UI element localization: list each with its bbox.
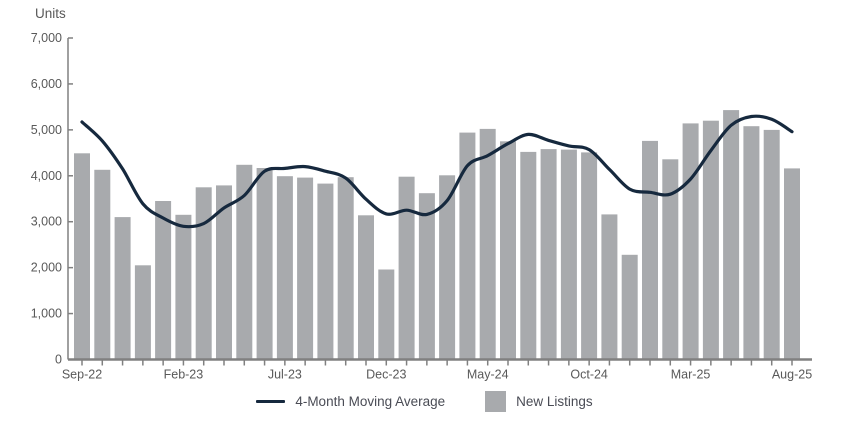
new-listings-bar xyxy=(540,149,557,360)
line-swatch xyxy=(256,399,286,404)
legend-label-moving-average: 4-Month Moving Average xyxy=(295,394,446,409)
new-listings-bar xyxy=(479,128,496,360)
new-listings-bar xyxy=(155,201,172,360)
new-listings-bar xyxy=(297,177,314,360)
new-listings-bar xyxy=(378,269,395,360)
legend-item-new-listings: New Listings xyxy=(485,391,593,412)
x-tick-label: Oct-24 xyxy=(570,368,608,382)
bar-swatch xyxy=(485,391,507,412)
new-listings-bar xyxy=(317,183,334,360)
y-tick-label: 0 xyxy=(55,353,62,367)
new-listings-bar xyxy=(601,214,618,360)
new-listings-bar xyxy=(398,176,415,360)
new-listings-bar xyxy=(702,120,719,360)
new-listings-bar xyxy=(195,187,212,360)
new-listings-bar xyxy=(74,153,90,360)
legend: 4-Month Moving Average New Listings xyxy=(0,391,849,412)
new-listings-bar xyxy=(236,164,253,360)
moving-average-line xyxy=(80,114,794,229)
y-tick-label: 1,000 xyxy=(31,307,62,321)
new-listings-bar xyxy=(418,193,435,360)
new-listings-bar xyxy=(216,185,232,360)
y-tick-label: 2,000 xyxy=(31,261,62,275)
new-listings-bar xyxy=(581,152,598,360)
new-listings-bar xyxy=(256,168,273,360)
x-tick-label: Dec-23 xyxy=(366,368,406,382)
new-listings-bar xyxy=(642,140,658,360)
new-listings-bar xyxy=(560,149,577,360)
new-listings-bar xyxy=(662,159,679,360)
chart-canvas: 0 1,000 2,000 3,000 4,000 5,000 6,000 7,000 Sep-… xyxy=(31,31,812,382)
y-tick-label: 5,000 xyxy=(31,123,62,137)
new-listings-bar xyxy=(175,214,192,360)
x-tick-label: Jul-23 xyxy=(268,368,302,382)
new-listings-bar xyxy=(459,132,476,360)
new-listings-bar xyxy=(276,176,293,360)
legend-label-new-listings: New Listings xyxy=(516,394,593,409)
new-listings-bar xyxy=(723,110,740,360)
legend-item-moving-average: 4-Month Moving Average xyxy=(256,394,445,409)
new-listings-bar xyxy=(134,265,151,360)
new-listings-bar xyxy=(763,129,780,360)
new-listings-bar xyxy=(784,168,800,360)
y-tick-label: 3,000 xyxy=(31,215,62,229)
new-listings-bar xyxy=(114,217,131,360)
new-listings-bar xyxy=(520,151,537,360)
x-tick-label: Feb-23 xyxy=(164,368,204,382)
new-listings-bar xyxy=(682,123,699,360)
y-tick-label: 4,000 xyxy=(31,169,62,183)
x-tick-label: Aug-25 xyxy=(772,368,812,382)
new-listings-bar xyxy=(337,177,354,360)
new-listings-bar xyxy=(743,126,760,360)
x-tick-label: Sep-22 xyxy=(62,368,102,382)
y-tick-label: 7,000 xyxy=(31,31,62,45)
new-listings-bar xyxy=(439,175,456,360)
x-tick-label: Mar-25 xyxy=(671,368,711,382)
new-listings-bar xyxy=(500,141,516,360)
new-listings-bar xyxy=(358,215,374,360)
y-tick-label: 6,000 xyxy=(31,77,62,91)
new-listings-bar xyxy=(94,169,111,360)
new-listings-bar xyxy=(621,254,638,360)
y-axis-title: Units xyxy=(35,6,66,21)
x-tick-label: May-24 xyxy=(467,368,509,382)
